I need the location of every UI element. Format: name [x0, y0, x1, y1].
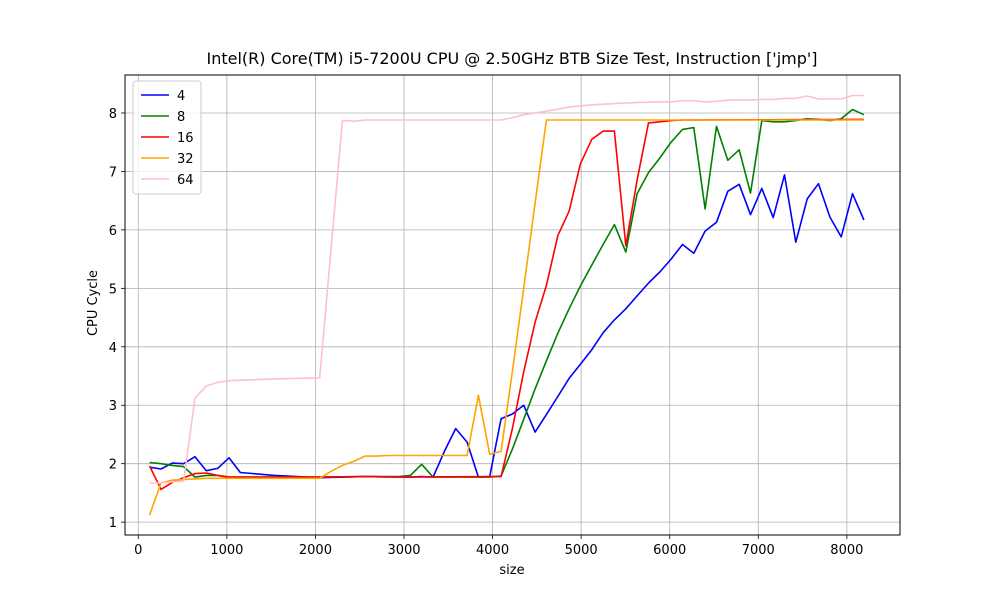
x-tick-label: 6000	[653, 543, 686, 558]
x-tick-label: 2000	[299, 543, 332, 558]
series-line-4	[149, 174, 865, 479]
x-tick-label: 8000	[830, 543, 863, 558]
x-axis-label: size	[499, 563, 524, 578]
legend-label-64: 64	[177, 173, 194, 188]
x-tick-label: 7000	[742, 543, 775, 558]
chart-title: Intel(R) Core(TM) i5-7200U CPU @ 2.50GHz…	[206, 49, 817, 68]
y-tick-label: 4	[109, 341, 117, 356]
y-tick-label: 1	[109, 516, 117, 531]
axis-ticks: 0 1000 2000 3000 4000 5000 6000 7000 8000 1 2 3 4 5 6 7…	[109, 107, 864, 558]
y-tick-label: 8	[109, 107, 117, 122]
series-line-16	[148, 118, 864, 491]
legend-label-4: 4	[177, 89, 185, 104]
legend-label-16: 16	[177, 131, 194, 146]
x-tick-label: 1000	[210, 543, 243, 558]
series-line-32	[148, 119, 864, 516]
x-tick-label: 3000	[387, 543, 420, 558]
y-tick-label: 2	[109, 458, 117, 473]
series-lines	[148, 94, 865, 516]
grid-lines	[125, 75, 900, 535]
legend-label-8: 8	[177, 110, 185, 125]
series-line-64	[149, 94, 864, 484]
y-tick-label: 3	[109, 399, 117, 414]
plot-frame	[124, 74, 901, 536]
legend-label-32: 32	[177, 152, 194, 167]
y-axis-label: CPU Cycle	[86, 270, 101, 336]
y-tick-label: 7	[109, 165, 117, 180]
x-tick-label: 0	[134, 543, 142, 558]
x-tick-label: 5000	[565, 543, 598, 558]
x-tick-label: 4000	[476, 543, 509, 558]
y-tick-label: 6	[109, 224, 117, 239]
y-tick-label: 5	[109, 282, 117, 297]
legend: 4 8 16 32 64	[132, 80, 202, 195]
